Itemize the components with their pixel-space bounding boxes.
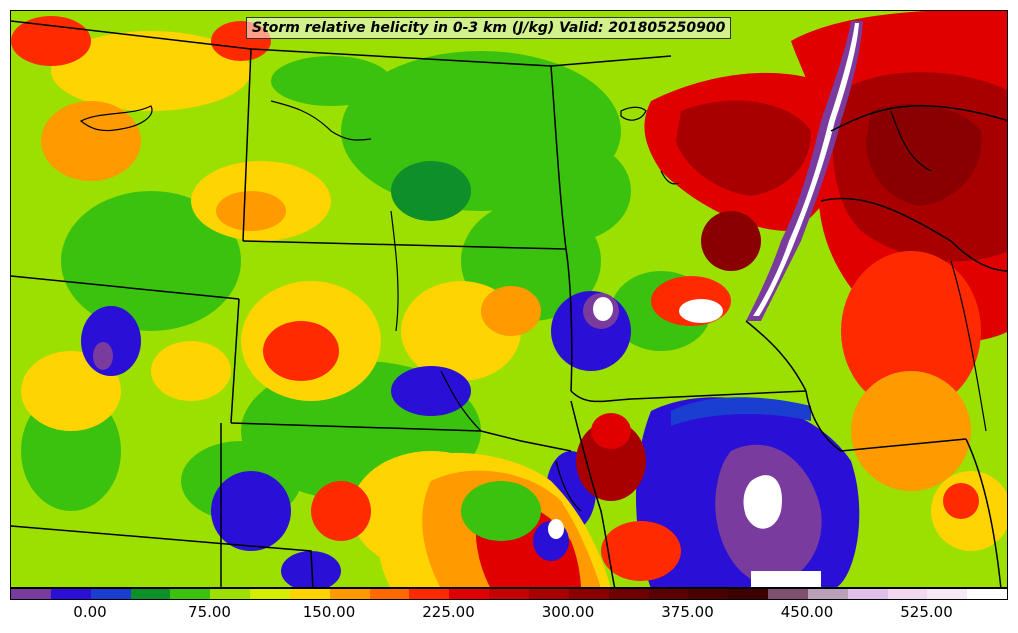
colorbar-tick-label: 525.00 <box>900 603 953 621</box>
water-features <box>79 100 987 512</box>
colorbar-swatch <box>927 589 968 599</box>
colorbar-swatch <box>50 589 91 599</box>
colorbar-tick-label: 225.00 <box>422 603 475 621</box>
colorbar-swatch <box>847 589 888 599</box>
colorbar-swatch <box>967 589 1008 599</box>
colorbar-tick-label: 75.00 <box>188 603 231 621</box>
helicity-field-map <box>11 11 1007 587</box>
colorbar-swatch <box>130 589 171 599</box>
white-streak <box>746 21 863 321</box>
map-title: Storm relative helicity in 0-3 km (J/kg)… <box>246 17 732 39</box>
colorbar-swatch <box>329 589 370 599</box>
colorbar-swatch <box>90 589 131 599</box>
northeast-red-region <box>644 11 1007 551</box>
colorbar-swatch <box>528 589 569 599</box>
colorbar-swatch <box>210 589 251 599</box>
colorbar-swatch <box>807 589 848 599</box>
colorbar-tick-label: 0.00 <box>73 603 107 621</box>
map-panel: Storm relative helicity in 0-3 km (J/kg)… <box>10 10 1008 588</box>
colorbar <box>10 588 1008 600</box>
colorbar-swatch <box>369 589 410 599</box>
colorbar-swatch <box>887 589 928 599</box>
colorbar-tick-label: 300.00 <box>541 603 595 621</box>
colorbar-swatch <box>648 589 689 599</box>
colorbar-swatch <box>289 589 330 599</box>
colorbar-swatch <box>250 589 290 599</box>
colorbar-swatch <box>568 589 609 599</box>
colorbar-swatch <box>688 589 729 599</box>
colorbar-swatch <box>728 589 769 599</box>
blue-regions <box>81 291 631 587</box>
state-boundaries <box>11 20 1007 587</box>
colorbar-swatch <box>449 589 490 599</box>
colorbar-tick-label: 150.00 <box>302 603 356 621</box>
colorbar-swatch <box>489 589 529 599</box>
colorbar-swatch <box>170 589 211 599</box>
south-central-red-region <box>311 413 681 587</box>
colorbar-tick-labels: 0.00 75.00 150.00 225.00 300.00 375.00 450.00 5… <box>10 600 1008 630</box>
missouri-blue-region <box>636 397 860 587</box>
colorbar-swatch <box>409 589 450 599</box>
colorbar-swatch <box>768 589 808 599</box>
colorbar-tick-label: 375.00 <box>661 603 714 621</box>
colorbar-tick-label: 450.00 <box>780 603 834 621</box>
colorbar-swatch <box>11 589 51 599</box>
colorbar-swatch <box>608 589 649 599</box>
